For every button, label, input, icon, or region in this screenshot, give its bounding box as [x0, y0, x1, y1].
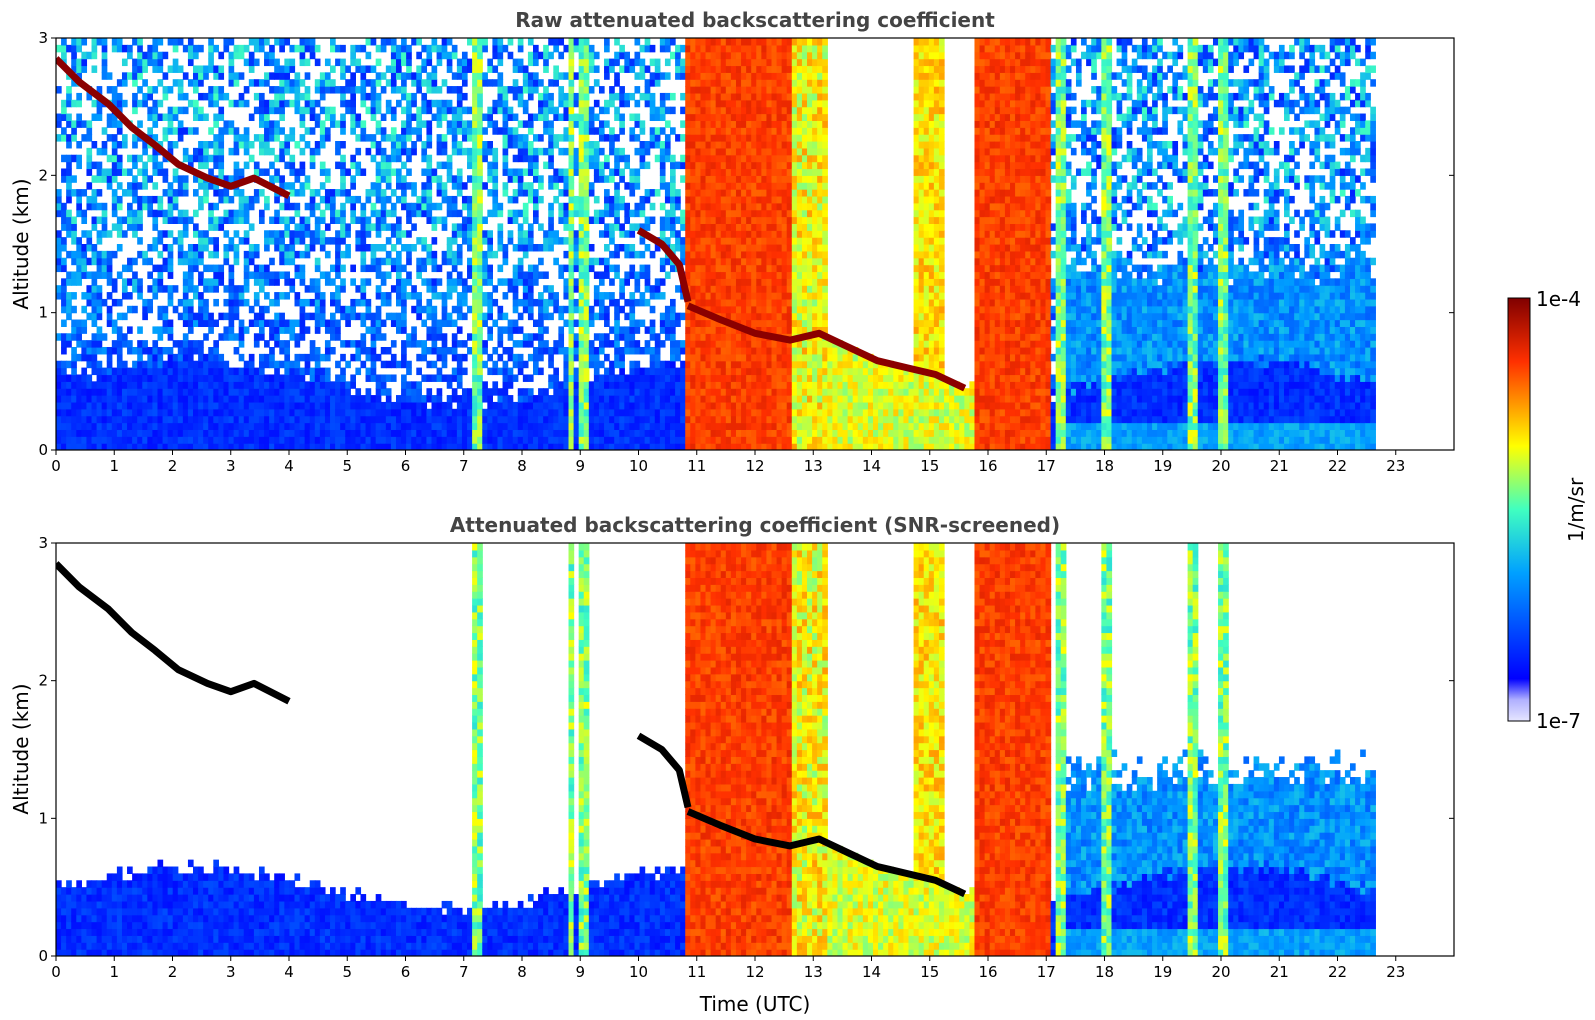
x-tick-label: 5 [342, 457, 352, 475]
panel-screened-x-axis-label: Time (UTC) [699, 992, 811, 1016]
y-tick-label: 2 [38, 166, 48, 184]
y-tick-label: 3 [38, 29, 48, 47]
x-tick-label: 16 [978, 963, 997, 981]
x-tick-label: 23 [1386, 963, 1405, 981]
x-tick-label: 19 [1153, 963, 1172, 981]
y-tick-label: 0 [38, 441, 48, 459]
cloud-layer-1 [56, 561, 291, 705]
colorbar: 1e-4 1e-7 1/m/sr [1507, 287, 1588, 733]
x-tick-label: 2 [168, 963, 178, 981]
x-tick-label: 20 [1211, 457, 1230, 475]
cloud-layer-3 [686, 302, 967, 392]
x-tick-label: 6 [401, 457, 411, 475]
x-tick-label: 22 [1328, 963, 1347, 981]
x-tick-label: 7 [459, 457, 469, 475]
x-tick-label: 10 [629, 457, 648, 475]
x-tick-label: 8 [517, 963, 527, 981]
x-tick-label: 10 [629, 963, 648, 981]
x-tick-label: 23 [1386, 457, 1405, 475]
x-tick-label: 5 [342, 963, 352, 981]
x-tick-label: 22 [1328, 457, 1347, 475]
x-tick-label: 16 [978, 457, 997, 475]
x-tick-label: 3 [226, 963, 236, 981]
x-tick-label: 12 [745, 963, 764, 981]
x-tick-label: 13 [804, 457, 823, 475]
x-tick-label: 1 [109, 457, 119, 475]
cloud-layer-1 [56, 56, 291, 200]
panel-raw: Raw attenuated backscattering coefficien… [9, 8, 1455, 475]
colorbar-max-label: 1e-4 [1536, 287, 1581, 311]
cloud-layer-2 [636, 227, 692, 303]
x-tick-label: 14 [862, 457, 881, 475]
panel-raw-y-axis-label: Altitude (km) [9, 178, 33, 309]
panel-raw-x-axis: 0 1 2 3 4 5 6 7 8 9 10 11 12 13 14 15 16 17 18 19 20 21 22 23 [51, 450, 1405, 475]
x-tick-label: 3 [226, 457, 236, 475]
x-tick-label: 20 [1211, 963, 1230, 981]
y-tick-label: 0 [38, 947, 48, 965]
x-tick-label: 11 [687, 457, 706, 475]
x-tick-label: 17 [1037, 457, 1056, 475]
panel-raw-plot-area [56, 38, 1376, 450]
x-tick-label: 7 [459, 963, 469, 981]
x-tick-label: 17 [1037, 963, 1056, 981]
x-tick-label: 19 [1153, 457, 1172, 475]
panel-screened-title: Attenuated backscattering coefficient (S… [450, 513, 1060, 537]
x-tick-label: 18 [1095, 457, 1114, 475]
colorbar-unit-label: 1/m/sr [1564, 477, 1588, 542]
x-tick-label: 21 [1270, 457, 1289, 475]
panel-raw-title: Raw attenuated backscattering coefficien… [515, 8, 995, 32]
x-tick-label: 9 [575, 963, 585, 981]
panel-screened-plot-area [56, 543, 1376, 956]
x-tick-label: 8 [517, 457, 527, 475]
cloud-layer-3 [686, 808, 967, 898]
x-tick-label: 21 [1270, 963, 1289, 981]
x-tick-label: 11 [687, 963, 706, 981]
x-tick-label: 12 [745, 457, 764, 475]
panel-screened-x-axis: 0 1 2 3 4 5 6 7 8 9 10 11 12 13 14 15 16 17 18 19 20 21 22 23 [51, 956, 1405, 981]
x-tick-label: 14 [862, 963, 881, 981]
x-tick-label: 4 [284, 963, 294, 981]
x-tick-label: 13 [804, 963, 823, 981]
x-tick-label: 15 [920, 457, 939, 475]
x-tick-label: 0 [51, 457, 61, 475]
colorbar-gradient [1507, 297, 1531, 722]
y-tick-label: 2 [38, 672, 48, 690]
x-tick-label: 15 [920, 963, 939, 981]
panel-screened: Attenuated backscattering coefficient (S… [9, 513, 1455, 1016]
panel-screened-y-axis: 0 1 2 3 [38, 534, 1454, 965]
panel-raw-y-axis: 0 1 2 3 [38, 29, 1454, 459]
x-tick-label: 0 [51, 963, 61, 981]
colorbar-min-label: 1e-7 [1536, 709, 1581, 733]
x-tick-label: 18 [1095, 963, 1114, 981]
y-tick-label: 1 [38, 809, 48, 827]
x-tick-label: 4 [284, 457, 294, 475]
x-tick-label: 9 [575, 457, 585, 475]
y-tick-label: 1 [38, 304, 48, 322]
cloud-layer-2 [636, 732, 692, 809]
x-tick-label: 6 [401, 963, 411, 981]
x-tick-label: 2 [168, 457, 178, 475]
x-tick-label: 1 [109, 963, 119, 981]
panel-screened-y-axis-label: Altitude (km) [9, 683, 33, 814]
y-tick-label: 3 [38, 534, 48, 552]
